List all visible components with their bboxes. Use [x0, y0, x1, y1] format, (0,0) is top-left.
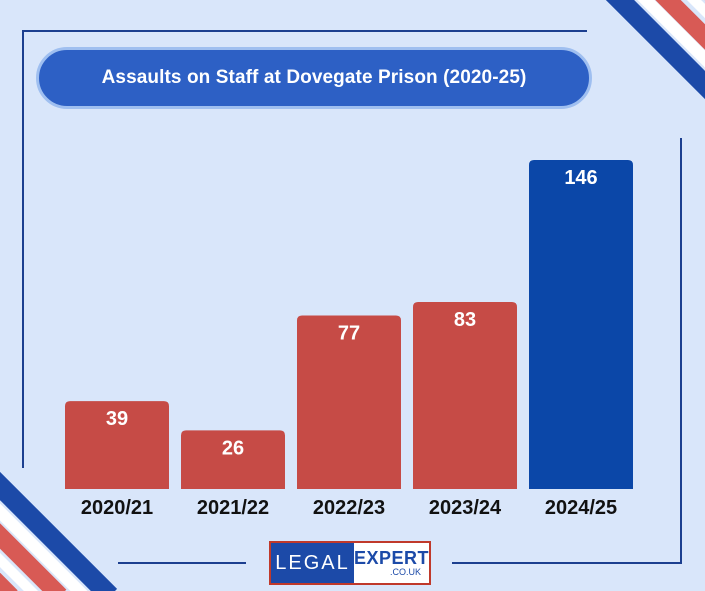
frame-line-top	[22, 30, 587, 32]
bar-2023-24	[413, 301, 517, 489]
data-label-2023-24: 83	[454, 309, 476, 331]
legal-expert-logo: LEGAL EXPERT .CO.UK	[269, 541, 431, 585]
x-tick-label-2024-25: 2024/25	[545, 497, 617, 519]
data-label-2022-23: 77	[338, 322, 360, 344]
frame-line-bottom-right	[452, 562, 682, 564]
logo-expert-text: EXPERT	[353, 548, 429, 568]
frame-line-bottom-left	[118, 562, 246, 564]
frame-line-left	[22, 30, 24, 468]
bar-2021-22	[181, 430, 285, 489]
data-label-2020-21: 39	[106, 408, 128, 430]
x-tick-label-2022-23: 2022/23	[313, 497, 385, 519]
data-label-2024-25: 146	[564, 167, 597, 189]
chart-title: Assaults on Staff at Dovegate Prison (20…	[101, 67, 527, 88]
chart-title-banner: Assaults on Staff at Dovegate Prison (20…	[36, 47, 592, 109]
data-label-2021-22: 26	[222, 437, 244, 459]
frame-line-right	[680, 138, 682, 562]
logo-right-block: EXPERT .CO.UK	[354, 543, 429, 583]
x-tick-label-2020-21: 2020/21	[81, 497, 153, 519]
x-tick-label-2023-24: 2023/24	[429, 497, 502, 519]
logo-domain-text: .CO.UK	[389, 567, 421, 577]
bar-2020-21	[65, 401, 169, 489]
x-tick-label-2021-22: 2021/22	[197, 497, 269, 519]
logo-legal-text: LEGAL	[271, 543, 354, 583]
bar-2024-25	[529, 160, 633, 489]
bar-2022-23	[297, 315, 401, 489]
